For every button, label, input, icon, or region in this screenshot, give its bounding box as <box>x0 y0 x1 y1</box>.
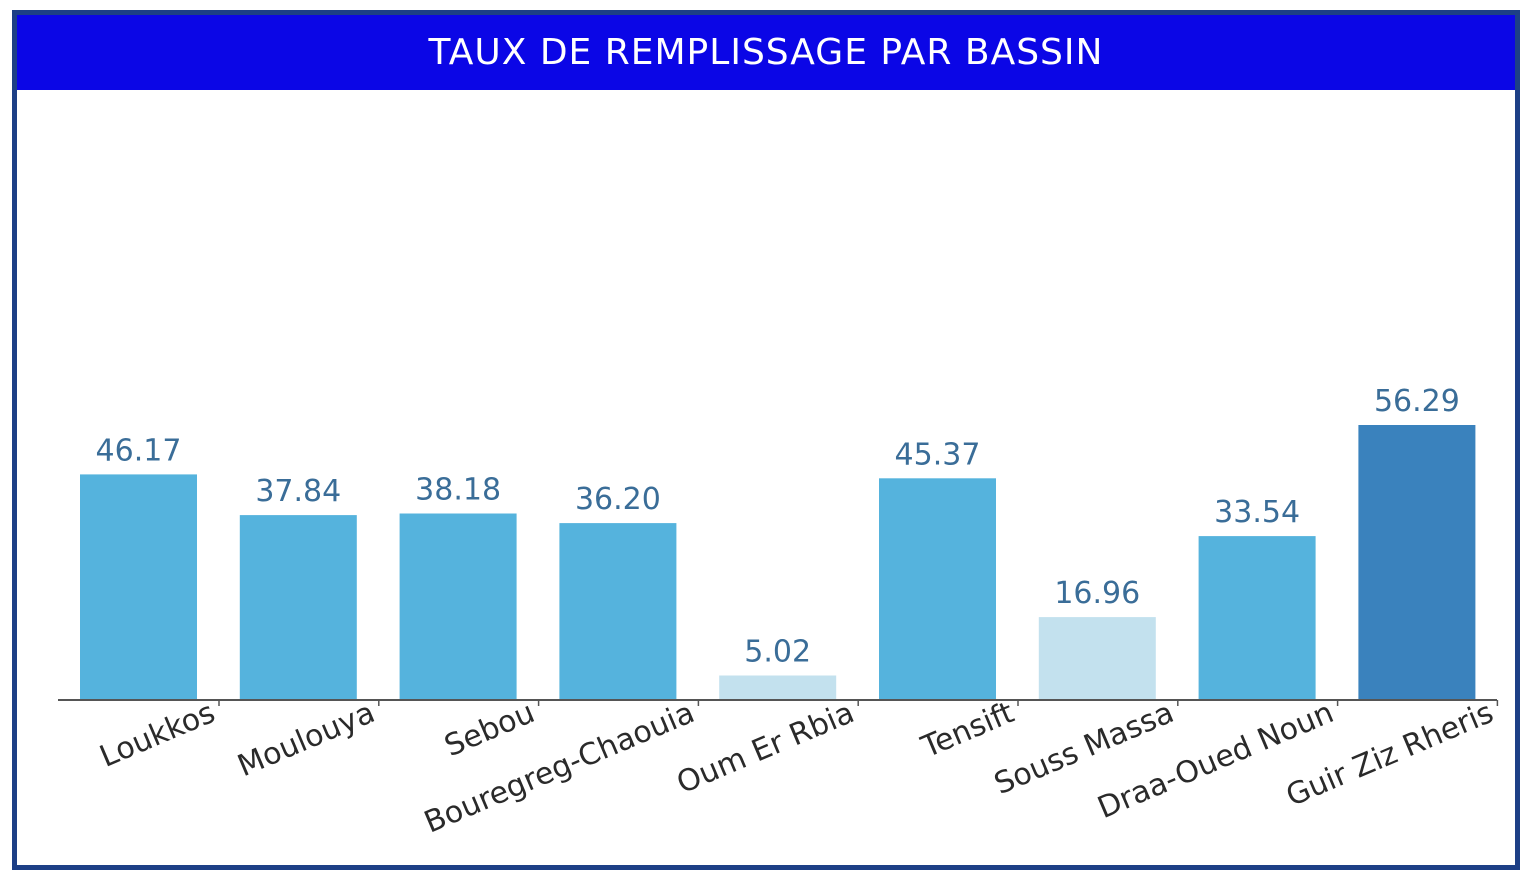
category-label: Moulouya <box>233 695 380 784</box>
bar-guir-ziz-rheris <box>1358 425 1476 700</box>
category-labels-group: Loukkos Moulouya SebouBouregreg-ChaouiaOum… <box>95 695 1499 840</box>
bar-bouregreg-chaouia <box>559 523 677 700</box>
category-label: Bouregreg-Chaouia <box>419 695 699 840</box>
value-labels-group: 46.17 37.84 38.18 36.20 5.02 45.37 16.96 33.54 5… <box>96 384 1460 670</box>
bar-moulouya <box>239 515 357 700</box>
chart-title: TAUX DE REMPLISSAGE PAR BASSIN <box>17 15 1515 90</box>
value-label: 46.17 <box>96 433 182 468</box>
value-label: 33.54 <box>1214 495 1300 530</box>
bar-souss-massa <box>1038 617 1156 700</box>
bar-draa-oued-noun <box>1198 536 1316 700</box>
value-label: 36.20 <box>575 482 661 517</box>
chart-frame: TAUX DE REMPLISSAGE PAR BASSIN <box>12 10 1520 870</box>
value-label: 45.37 <box>895 437 981 472</box>
bars-group <box>80 425 1476 700</box>
value-label: 38.18 <box>415 473 501 508</box>
value-label: 16.96 <box>1054 576 1140 611</box>
x-ticks-group <box>218 700 1499 706</box>
bar-sebou <box>399 513 517 700</box>
bar-oum-er-rbia <box>719 675 837 700</box>
bar-loukkos <box>80 474 197 700</box>
category-label: Oum Er Rbia <box>672 695 859 801</box>
category-label: Tensift <box>916 695 1020 765</box>
value-label: 37.84 <box>255 474 341 509</box>
category-label: Sebou <box>440 695 540 764</box>
bar-tensift <box>879 478 996 700</box>
value-label: 56.29 <box>1374 384 1460 419</box>
value-label: 5.02 <box>744 635 811 670</box>
category-label: Loukkos <box>95 695 220 775</box>
